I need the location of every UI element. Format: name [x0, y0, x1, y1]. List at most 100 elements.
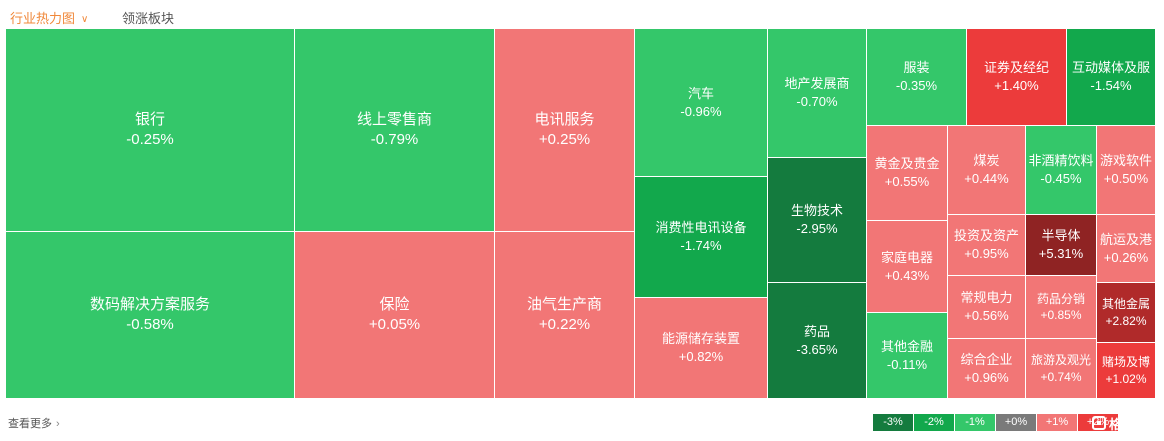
heatmap-cell[interactable]: 黄金及贵金 +0.55%: [867, 126, 948, 221]
heatmap-cell[interactable]: 保险 +0.05%: [295, 232, 495, 399]
sector-name: 黄金及贵金: [874, 156, 940, 172]
sector-name: 汽车: [687, 85, 714, 101]
heatmap-cell[interactable]: 生物技术 -2.95%: [768, 158, 867, 283]
sector-name: 服装: [903, 60, 930, 76]
heatmap-cell[interactable]: 非酒精饮料 -0.45%: [1026, 126, 1097, 215]
sector-change: +0.26%: [1103, 249, 1149, 265]
sector-name: 电讯服务: [534, 110, 595, 128]
sector-change: -1.54%: [1090, 78, 1132, 93]
sector-name: 非酒精饮料: [1028, 153, 1094, 169]
heatmap-cell[interactable]: 旅游及观光 +0.74%: [1026, 339, 1097, 399]
sector-name: 赌场及博: [1101, 355, 1150, 370]
heatmap-cell[interactable]: 互动媒体及服 -1.54%: [1067, 29, 1156, 126]
heatmap-cell[interactable]: 证券及经纪 +1.40%: [967, 29, 1067, 126]
sector-name: 煤炭: [973, 153, 1000, 169]
tab-bar: 行业热力图 ∨ 领涨板块: [0, 0, 1164, 30]
sector-name: 综合企业: [960, 351, 1013, 367]
heatmap-cell[interactable]: 线上零售商 -0.79%: [295, 29, 495, 232]
sector-name: 线上零售商: [356, 110, 432, 128]
sector-name: 油气生产商: [526, 295, 602, 313]
sector-name: 能源储存装置: [661, 331, 740, 347]
sector-change: +0.95%: [964, 246, 1009, 261]
sector-name: 药品分销: [1036, 291, 1085, 306]
sector-change: +0.50%: [1103, 171, 1149, 186]
sector-name: 航运及港: [1099, 231, 1152, 247]
sector-name: 家庭电器: [880, 249, 933, 265]
chevron-right-icon: ›: [56, 418, 60, 430]
heatmap-cell[interactable]: 服装 -0.35%: [867, 29, 967, 126]
sector-change: +5.31%: [1038, 246, 1084, 261]
sector-heatmap: 银行 -0.25% 数码解决方案服务 -0.58% 线上零售商 -0.79% 保…: [6, 29, 1156, 399]
heatmap-cell[interactable]: 煤炭 +0.44%: [948, 126, 1026, 215]
sector-name: 半导体: [1041, 228, 1081, 244]
sector-name: 互动媒体及服: [1071, 60, 1150, 76]
tab-leading-sectors[interactable]: 领涨板块: [122, 11, 175, 26]
heatmap-cell[interactable]: 消费性电讯设备 -1.74%: [635, 177, 768, 298]
heatmap-cell[interactable]: 汽车 -0.96%: [635, 29, 768, 177]
heatmap-cell[interactable]: 投资及资产 +0.95%: [948, 215, 1026, 276]
sector-change: -0.79%: [370, 131, 419, 148]
heatmap-cell[interactable]: 油气生产商 +0.22%: [495, 232, 635, 399]
sector-change: -2.95%: [796, 221, 838, 236]
heatmap-cell[interactable]: 其他金属 +2.82%: [1097, 283, 1156, 343]
sector-change: -0.96%: [680, 103, 722, 119]
view-more-label: 查看更多: [8, 418, 52, 430]
sector-change: +0.44%: [964, 171, 1009, 186]
sector-name: 药品: [803, 323, 830, 339]
sector-change: +0.56%: [964, 308, 1009, 323]
heatmap-cell[interactable]: 航运及港 +0.26%: [1097, 215, 1156, 283]
sector-change: +0.25%: [538, 131, 591, 148]
heatmap-cell[interactable]: 数码解决方案服务 -0.58%: [6, 232, 295, 399]
sector-change: -0.35%: [895, 78, 938, 93]
heatmap-cell[interactable]: 药品分销 +0.85%: [1026, 276, 1097, 339]
heatmap-cell[interactable]: 常规电力 +0.56%: [948, 276, 1026, 339]
heatmap-cell[interactable]: 药品 -3.65%: [768, 283, 867, 399]
sector-name: 地产发展商: [784, 76, 850, 92]
sector-change: -0.58%: [126, 316, 174, 333]
sector-name: 银行: [134, 110, 165, 128]
sector-name: 消费性电讯设备: [655, 220, 747, 236]
sector-change: -0.70%: [796, 94, 838, 109]
sector-name: 投资及资产: [953, 228, 1019, 244]
sector-change: +0.85%: [1040, 308, 1082, 322]
heatmap-cell[interactable]: 综合企业 +0.96%: [948, 339, 1026, 399]
sector-change: +0.55%: [884, 174, 930, 189]
heatmap-cell[interactable]: 其他金融 -0.11%: [867, 313, 948, 399]
sector-name: 其他金融: [880, 338, 933, 354]
sector-change: -0.45%: [1040, 171, 1082, 186]
tab-label: 行业热力图: [10, 11, 76, 26]
heatmap-cell[interactable]: 赌场及博 +1.02%: [1097, 343, 1156, 399]
brand-name: 格隆汇: [1109, 416, 1149, 432]
heatmap-cell[interactable]: 家庭电器 +0.43%: [867, 221, 948, 313]
sector-change: -0.11%: [886, 356, 928, 372]
view-more-link[interactable]: 查看更多 ›: [8, 415, 60, 431]
legend-item: -1%: [955, 414, 995, 431]
legend-item: -3%: [873, 414, 913, 431]
heatmap-cell[interactable]: 能源储存装置 +0.82%: [635, 298, 768, 399]
sector-change: +0.05%: [368, 316, 421, 333]
sector-change: +1.02%: [1105, 371, 1147, 386]
heatmap-cell[interactable]: 电讯服务 +0.25%: [495, 29, 635, 232]
tab-industry-heatmap[interactable]: 行业热力图 ∨: [10, 8, 88, 27]
heatmap-cell[interactable]: 银行 -0.25%: [6, 29, 295, 232]
color-legend: -3% -2% -1% +0% +1% +2%: [873, 414, 1119, 431]
sector-change: +0.43%: [884, 267, 930, 283]
legend-item: -2%: [914, 414, 954, 431]
sector-change: +0.74%: [1040, 369, 1082, 384]
logo-icon: [1092, 416, 1106, 430]
heatmap-cell[interactable]: 游戏软件 +0.50%: [1097, 126, 1156, 215]
sector-change: -1.74%: [680, 238, 722, 253]
sector-name: 证券及经纪: [983, 60, 1049, 76]
heatmap-cell[interactable]: 地产发展商 -0.70%: [768, 29, 867, 158]
legend-item: +1%: [1037, 414, 1077, 431]
sector-change: -0.25%: [126, 131, 174, 148]
sector-name: 保险: [379, 295, 410, 313]
sector-change: +0.82%: [678, 349, 724, 364]
sector-change: -3.65%: [796, 341, 838, 357]
sector-change: +0.22%: [538, 316, 591, 333]
sector-name: 数码解决方案服务: [89, 295, 210, 313]
heatmap-cell[interactable]: 半导体 +5.31%: [1026, 215, 1097, 276]
sector-name: 其他金属: [1101, 297, 1150, 312]
sector-change: +1.40%: [994, 78, 1039, 93]
sector-change: +2.82%: [1105, 313, 1147, 328]
